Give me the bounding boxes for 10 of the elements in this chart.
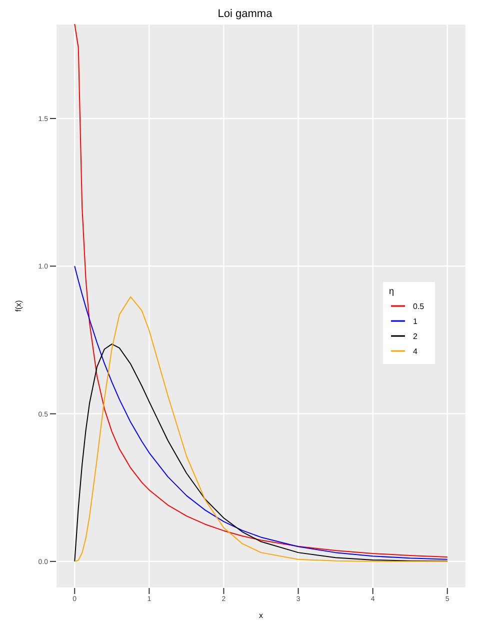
legend-label: 1 (412, 316, 418, 326)
y-axis-title: f(x) (14, 300, 23, 312)
x-axis-title: x (259, 611, 263, 620)
chart-title: Loi gamma (216, 8, 274, 20)
legend-title: η (389, 286, 396, 296)
legend-label: 2 (412, 332, 418, 340)
line-series (74, 24, 448, 558)
legend-label: 0.5 (412, 302, 424, 310)
legend-label: 4 (412, 346, 418, 356)
line-series (74, 344, 448, 562)
